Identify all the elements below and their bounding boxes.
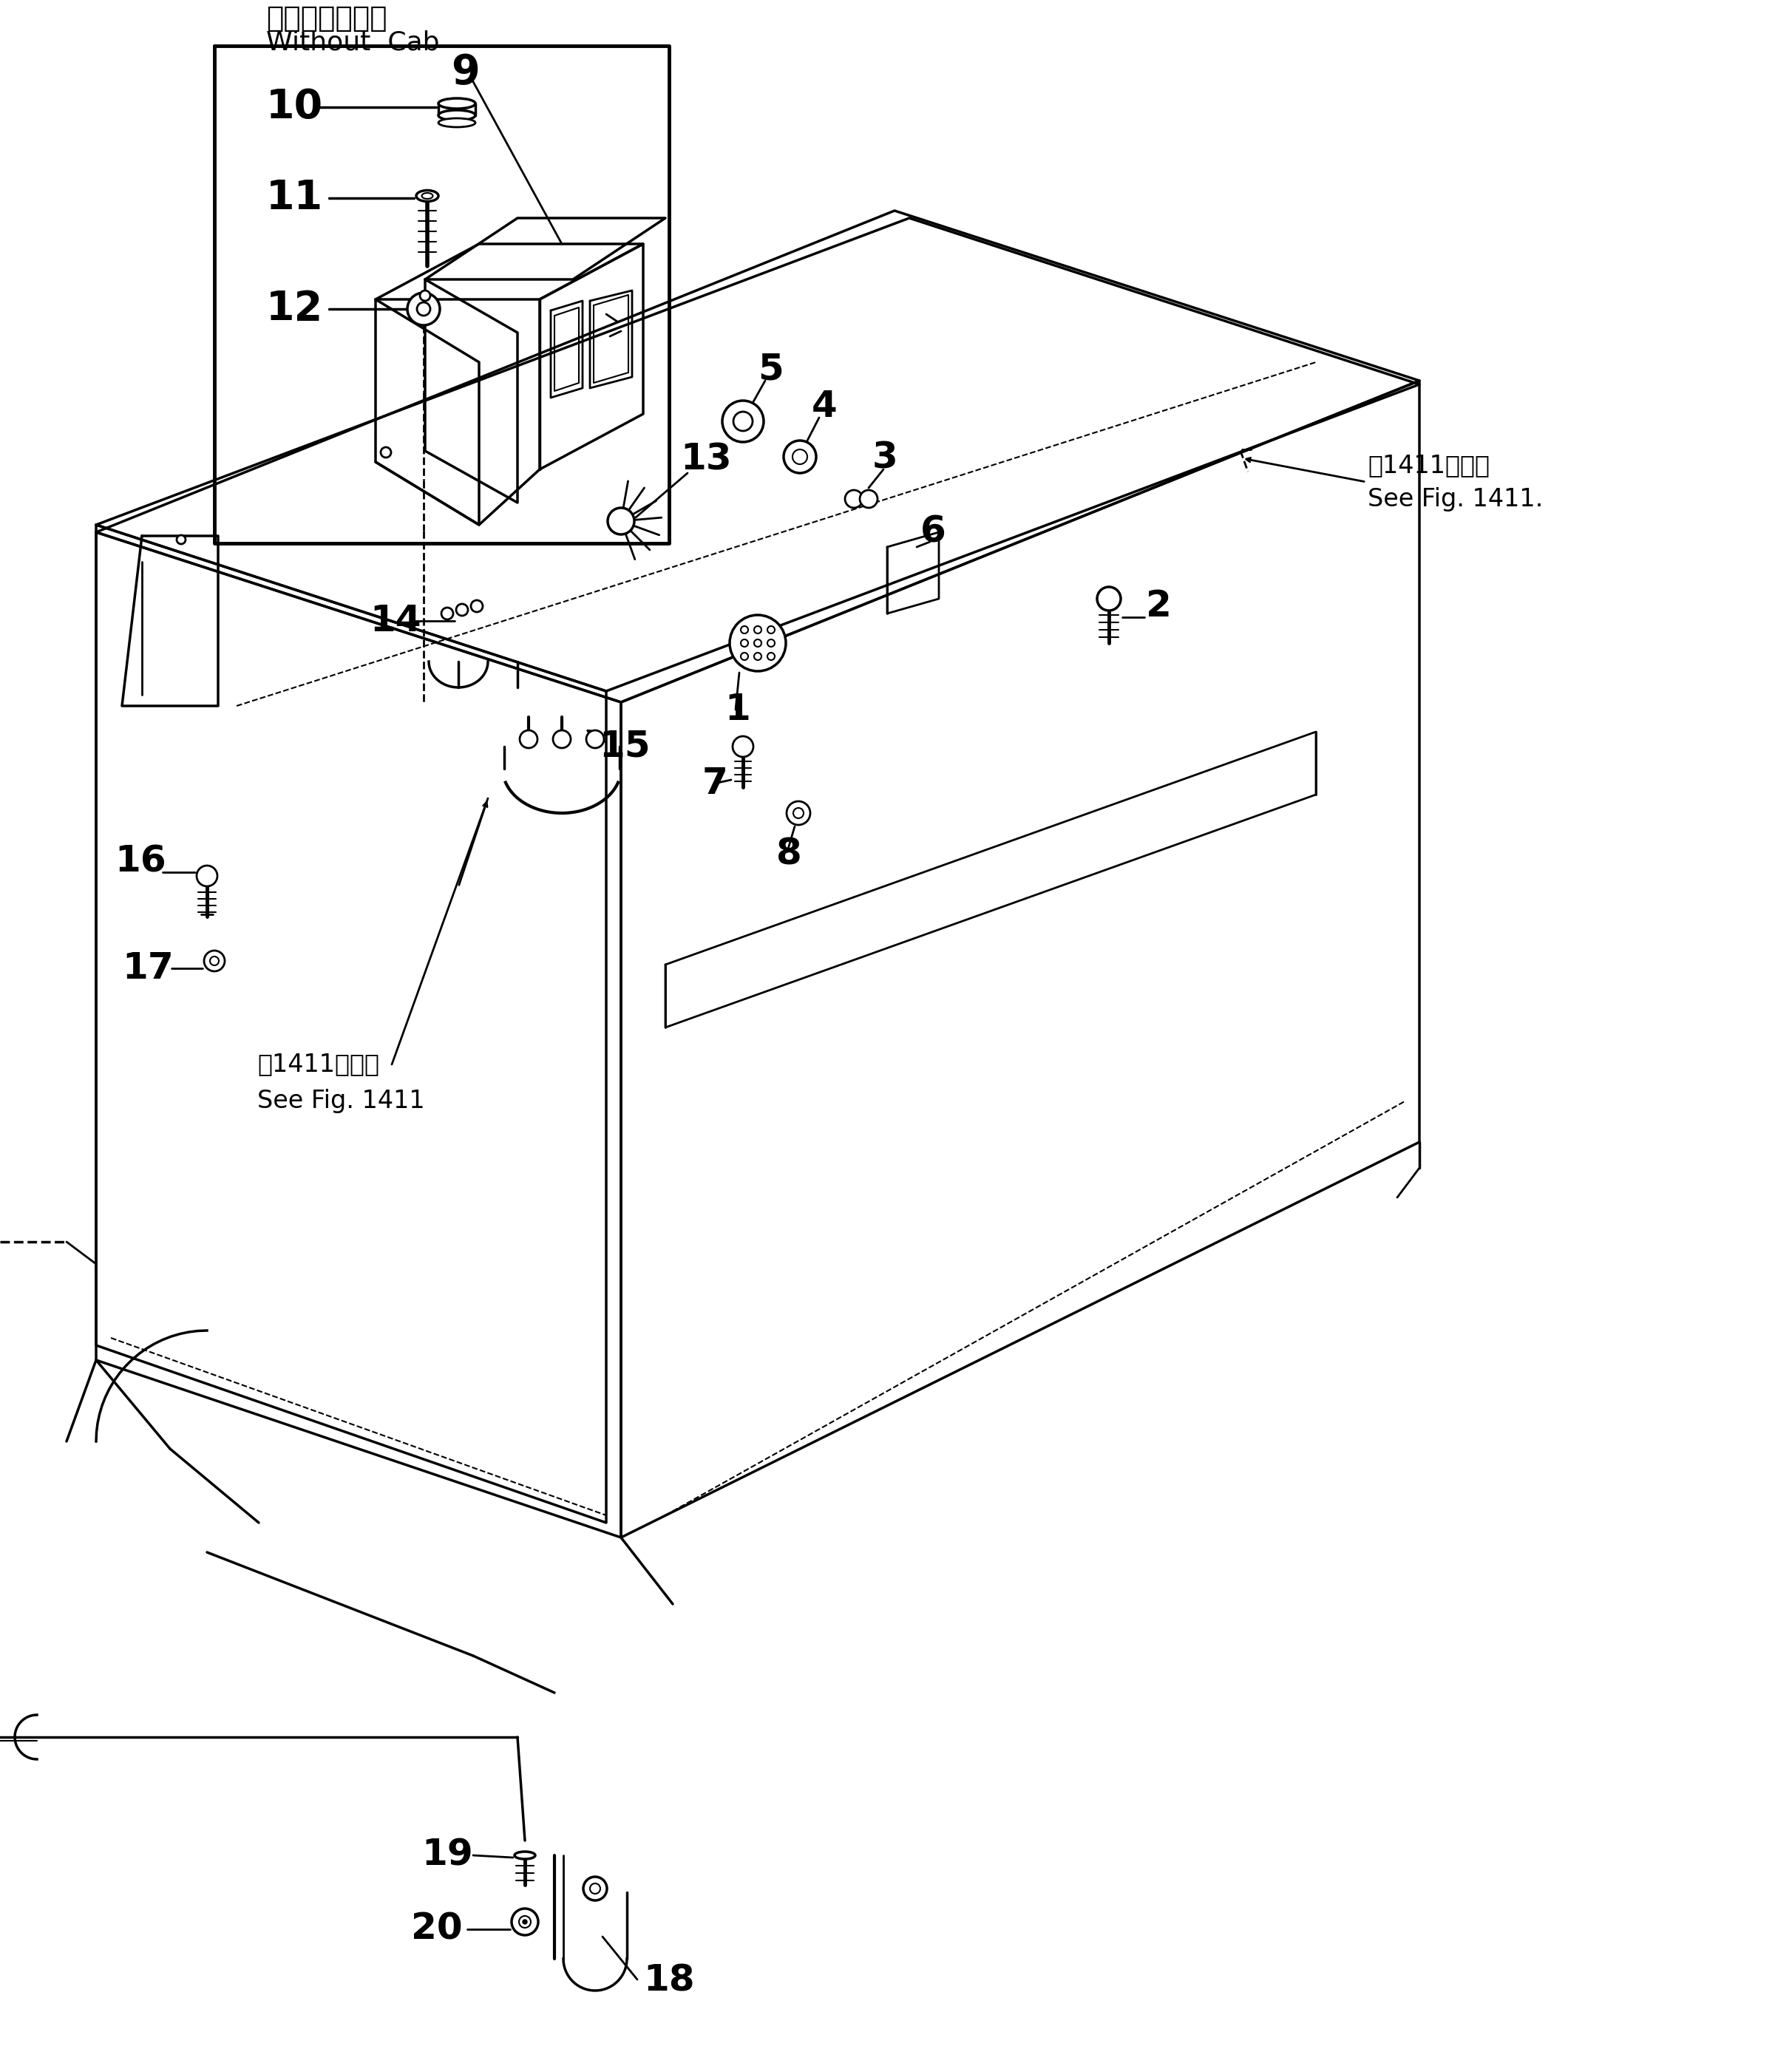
Text: 1: 1 [724,692,751,727]
Circle shape [520,729,538,748]
Circle shape [767,626,774,634]
Text: 20: 20 [410,1911,462,1946]
Text: 17: 17 [122,950,174,985]
Circle shape [407,293,439,324]
Ellipse shape [439,99,475,109]
Circle shape [419,291,430,302]
Circle shape [554,729,570,748]
Ellipse shape [416,190,439,200]
Circle shape [607,508,634,535]
Circle shape [729,616,787,671]
Text: ㄄1411図参照: ㄄1411図参照 [1367,452,1489,477]
Text: 18: 18 [643,1963,695,1998]
Text: Without  Cab: Without Cab [267,29,439,54]
Circle shape [740,653,747,659]
Circle shape [418,302,430,316]
Circle shape [754,653,762,659]
Text: See Fig. 1411: See Fig. 1411 [258,1089,425,1114]
Circle shape [523,1919,527,1923]
Circle shape [197,866,217,886]
Text: 11: 11 [267,178,323,219]
Circle shape [754,638,762,647]
Circle shape [767,638,774,647]
Circle shape [860,490,878,508]
Text: 14: 14 [369,603,421,638]
Text: See Fig. 1411.: See Fig. 1411. [1367,488,1543,510]
Circle shape [177,535,186,543]
Text: 13: 13 [681,442,731,477]
Text: 9: 9 [452,52,480,93]
Text: 12: 12 [267,289,323,328]
Circle shape [520,1915,530,1928]
Circle shape [380,446,391,457]
Text: 5: 5 [758,351,783,386]
Ellipse shape [421,192,434,198]
Text: 2: 2 [1145,589,1172,624]
Text: 3: 3 [873,440,898,475]
Circle shape [740,626,747,634]
Text: 6: 6 [921,514,946,550]
Circle shape [846,490,862,508]
Circle shape [733,411,753,432]
Circle shape [590,1884,600,1895]
Circle shape [754,626,762,634]
Circle shape [794,808,803,818]
Text: ㄄1411図参照: ㄄1411図参照 [258,1052,380,1076]
Circle shape [767,653,774,659]
Ellipse shape [439,118,475,128]
Text: 8: 8 [776,837,803,872]
Circle shape [783,440,815,473]
Circle shape [210,957,219,965]
Circle shape [733,735,753,756]
Circle shape [722,401,763,442]
Circle shape [457,603,468,616]
Circle shape [471,601,482,612]
Text: 16: 16 [115,843,167,878]
Circle shape [582,1876,607,1901]
Ellipse shape [514,1851,536,1859]
Circle shape [787,802,810,824]
Circle shape [1097,587,1120,612]
Text: 4: 4 [812,388,837,424]
Ellipse shape [439,109,475,120]
Circle shape [586,729,604,748]
Text: 15: 15 [599,729,650,764]
Circle shape [441,607,453,620]
Text: キャブ未装着時: キャブ未装着時 [267,4,387,33]
Circle shape [740,638,747,647]
Circle shape [204,950,224,971]
Circle shape [511,1909,538,1936]
Text: 10: 10 [267,87,323,128]
Text: 19: 19 [421,1837,473,1874]
Circle shape [792,450,806,465]
Text: 7: 7 [702,766,728,802]
